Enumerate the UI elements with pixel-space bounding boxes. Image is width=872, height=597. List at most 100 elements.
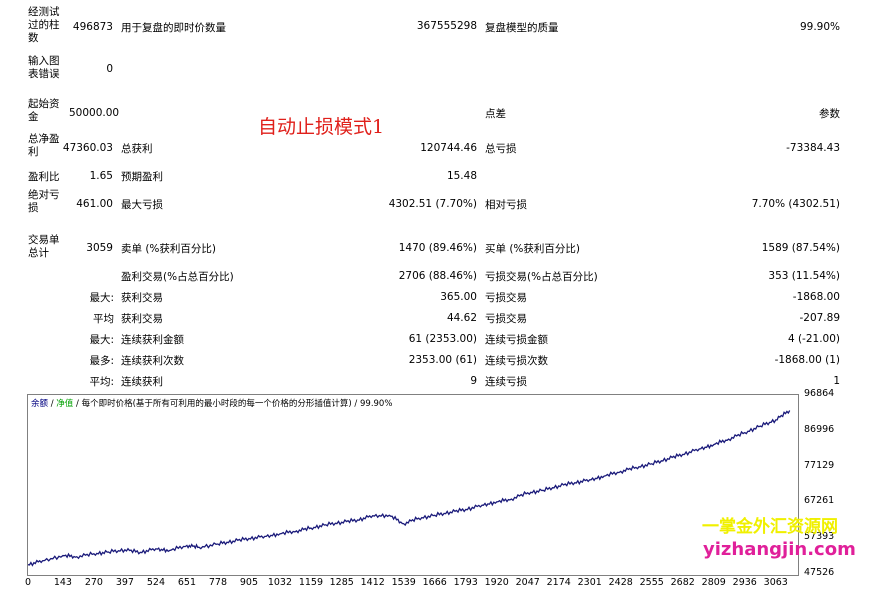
prefix-largest: 最大:: [89, 292, 114, 304]
x-tick-label: 2174: [546, 577, 571, 588]
x-tick-label: 778: [208, 577, 227, 588]
label-gross-profit: 总获利: [121, 143, 153, 155]
x-tick-label: 270: [84, 577, 103, 588]
x-tick-label: 1539: [391, 577, 416, 588]
value-long-positions: 1589 (87.54%): [761, 242, 840, 254]
label-max-consecutive-losses-count: 连续亏损次数: [485, 355, 548, 367]
y-tick-label: 47526: [804, 567, 835, 578]
value-initial-deposit: 50000.00: [69, 107, 120, 119]
value-average-profit-trade: 44.62: [446, 312, 477, 324]
legend-separator: /: [48, 399, 57, 409]
y-tick-label: 67261: [804, 495, 835, 507]
x-tick-label: 1920: [484, 577, 509, 588]
x-tick-label: 2809: [701, 577, 726, 588]
x-tick-label: 1032: [267, 577, 293, 588]
value-max-consecutive-wins-count: 2353.00 (61): [408, 354, 477, 366]
value-gross-loss: -73384.43: [786, 142, 840, 154]
x-tick-label: 3063: [763, 577, 788, 588]
label-largest-loss-trade: 亏损交易: [485, 292, 527, 304]
x-tick-label: 2682: [670, 577, 695, 588]
label-max-consecutive-wins-count: 连续获利次数: [121, 355, 184, 367]
value-total-net-profit: 47360.03: [62, 142, 113, 154]
prefix-maximum: 最大:: [89, 334, 114, 346]
value-largest-loss-trade: -1868.00: [792, 291, 840, 303]
label-max-consecutive-wins-amount: 连续获利金额: [121, 334, 184, 346]
value-average-loss-trade: -207.89: [799, 312, 840, 324]
value-average-consecutive-wins: 9: [470, 375, 477, 387]
label-largest-profit-trade: 获利交易: [121, 292, 163, 304]
watermark-url: yizhangjin.com: [703, 539, 856, 560]
x-tick-label: 2936: [732, 577, 757, 588]
x-tick-label: 1793: [453, 577, 478, 588]
x-tick-label: 905: [239, 577, 258, 588]
label-short-positions: 卖单 (%获利百分比): [121, 243, 217, 255]
legend-description: 每个即时价格(基于所有可利用的最小时段的每一个价格的分形插值计算) / 99.9…: [81, 399, 393, 409]
chart-legend: 余额 / 净值 / 每个即时价格(基于所有可利用的最小时段的每一个价格的分形插值…: [31, 397, 392, 409]
label-parameters: 参数: [819, 108, 840, 120]
x-tick-label: 0: [24, 577, 32, 588]
x-tick-label: 397: [115, 577, 134, 588]
label-average-consecutive-wins: 连续获利: [121, 376, 163, 388]
y-tick-label: 86996: [804, 423, 835, 435]
y-tick-label: 96864: [804, 388, 835, 399]
x-tick-label: 1666: [422, 577, 447, 588]
legend-balance: 余额: [31, 399, 49, 409]
label-initial-deposit: 起始资金: [28, 98, 60, 123]
value-modeling-quality: 99.90%: [799, 21, 840, 33]
value-gross-profit: 120744.46: [420, 142, 477, 154]
label-absolute-drawdown: 绝对亏损: [28, 189, 60, 214]
value-largest-profit-trade: 365.00: [440, 291, 477, 303]
x-tick-label: 1159: [298, 577, 324, 588]
value-max-consecutive-wins-amount: 61 (2353.00): [408, 333, 477, 345]
value-profit-trades: 2706 (88.46%): [398, 270, 477, 282]
label-modeling-quality: 复盘模型的质量: [485, 22, 559, 34]
label-average-consecutive-losses: 连续亏损: [485, 376, 527, 388]
x-tick-label: 524: [146, 577, 165, 588]
prefix-average: 平均: [93, 313, 114, 325]
x-tick-label: 651: [177, 577, 196, 588]
value-max-consecutive-losses-amount: 4 (-21.00): [787, 333, 840, 345]
label-relative-drawdown: 相对亏损: [485, 199, 527, 211]
value-short-positions: 1470 (89.46%): [398, 242, 477, 254]
prefix-average-consecutive: 平均:: [89, 376, 114, 388]
value-ticks-modeled: 367555298: [416, 20, 477, 32]
value-profit-factor: 1.65: [89, 170, 113, 182]
value-expected-payoff: 15.48: [446, 170, 477, 182]
label-profit-trades: 盈利交易(%占总百分比): [121, 271, 234, 283]
y-tick-label: 77129: [804, 459, 835, 471]
label-chart-errors: 输入图表错误: [28, 55, 60, 80]
label-long-positions: 买单 (%获利百分比): [485, 243, 581, 255]
label-max-consecutive-losses-amount: 连续亏损金额: [485, 334, 548, 346]
x-tick-label: 143: [53, 577, 72, 588]
x-tick-label: 2555: [639, 577, 664, 588]
value-maximal-drawdown: 4302.51 (7.70%): [388, 198, 477, 210]
x-tick-label: 2301: [577, 577, 602, 588]
value-total-trades: 3059: [86, 242, 113, 254]
label-profit-factor: 盈利比: [28, 171, 60, 183]
legend-equity: 净值: [56, 399, 74, 409]
label-gross-loss: 总亏损: [485, 143, 517, 155]
value-average-consecutive-losses: 1: [833, 375, 840, 387]
annotation-stop-loss-mode: 自动止损模式1: [258, 116, 385, 138]
value-absolute-drawdown: 461.00: [76, 198, 113, 210]
x-tick-label: 1412: [360, 577, 385, 588]
label-total-trades: 交易单总计: [28, 234, 60, 259]
y-tick-label: 57393: [804, 531, 835, 543]
label-average-loss-trade: 亏损交易: [485, 313, 527, 325]
value-chart-errors: 0: [106, 63, 113, 75]
label-expected-payoff: 预期盈利: [121, 171, 163, 183]
label-tested-bars: 经测试过的柱数: [28, 6, 60, 44]
watermark-title: 一掌金外汇资源网: [702, 517, 838, 537]
x-tick-label: 2428: [608, 577, 633, 588]
label-ticks-modeled: 用于复盘的即时价数量: [121, 22, 226, 34]
value-max-consecutive-losses-count: -1868.00 (1): [774, 354, 840, 366]
prefix-maximal: 最多:: [89, 355, 114, 367]
label-spread: 点差: [485, 108, 506, 120]
label-average-profit-trade: 获利交易: [121, 313, 163, 325]
label-maximal-drawdown: 最大亏损: [121, 199, 163, 211]
label-total-net-profit: 总净盈利: [28, 133, 60, 158]
value-tested-bars: 496873: [72, 21, 113, 33]
x-tick-label: 1285: [329, 577, 354, 588]
value-relative-drawdown: 7.70% (4302.51): [751, 198, 840, 210]
label-loss-trades: 亏损交易(%占总百分比): [485, 271, 598, 283]
